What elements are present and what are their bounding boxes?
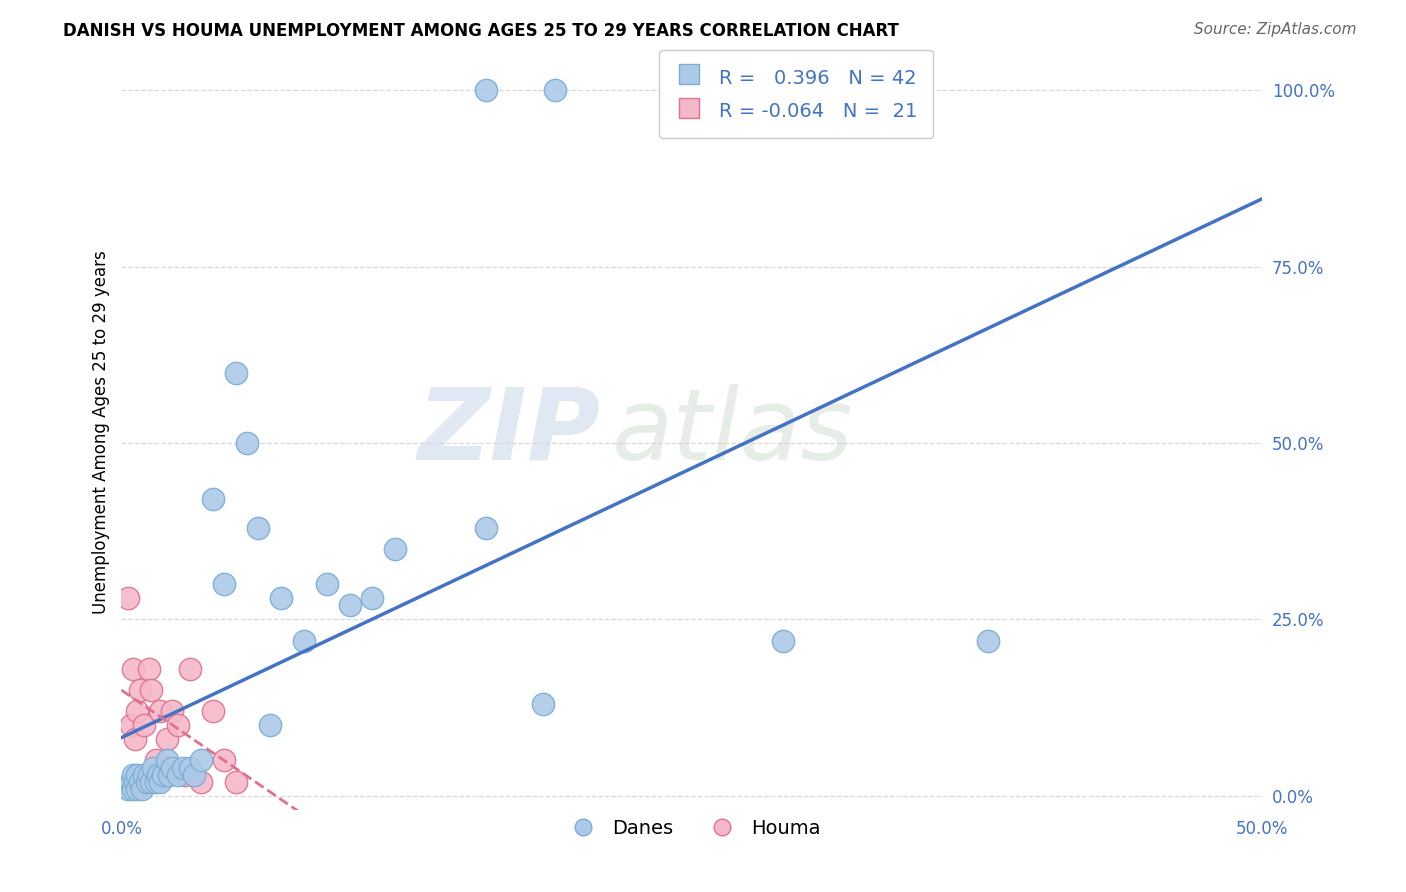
Point — [146, 767, 169, 781]
Point — [475, 83, 498, 97]
Point — [247, 521, 270, 535]
Point — [139, 682, 162, 697]
Point — [145, 754, 167, 768]
Point — [142, 760, 165, 774]
Point — [384, 541, 406, 556]
Text: ZIP: ZIP — [418, 384, 600, 481]
Legend: Danes, Houma: Danes, Houma — [555, 811, 828, 846]
Point — [156, 732, 179, 747]
Point — [121, 662, 143, 676]
Point — [128, 774, 150, 789]
Point — [120, 718, 142, 732]
Point — [127, 767, 149, 781]
Point — [128, 682, 150, 697]
Point — [236, 436, 259, 450]
Point — [167, 767, 190, 781]
Point — [117, 781, 139, 796]
Point — [156, 754, 179, 768]
Point — [190, 754, 212, 768]
Point — [152, 767, 174, 781]
Point — [533, 697, 555, 711]
Point — [149, 704, 172, 718]
Point — [270, 591, 292, 606]
Point — [127, 781, 149, 796]
Point — [315, 577, 337, 591]
Point — [292, 633, 315, 648]
Point — [157, 767, 180, 781]
Point — [475, 521, 498, 535]
Point — [117, 591, 139, 606]
Point — [167, 718, 190, 732]
Point — [134, 767, 156, 781]
Point — [339, 599, 361, 613]
Text: DANISH VS HOUMA UNEMPLOYMENT AMONG AGES 25 TO 29 YEARS CORRELATION CHART: DANISH VS HOUMA UNEMPLOYMENT AMONG AGES … — [63, 22, 900, 40]
Point — [224, 774, 246, 789]
Point — [160, 704, 183, 718]
Point — [179, 662, 201, 676]
Point — [124, 774, 146, 789]
Point — [124, 732, 146, 747]
Point — [361, 591, 384, 606]
Point — [120, 774, 142, 789]
Point — [139, 774, 162, 789]
Point — [131, 781, 153, 796]
Point — [138, 767, 160, 781]
Point — [134, 718, 156, 732]
Point — [977, 633, 1000, 648]
Point — [174, 767, 197, 781]
Point — [183, 767, 205, 781]
Point — [135, 774, 157, 789]
Point — [201, 704, 224, 718]
Point — [131, 774, 153, 789]
Point — [145, 774, 167, 789]
Point — [160, 760, 183, 774]
Point — [772, 633, 794, 648]
Point — [127, 704, 149, 718]
Point — [138, 662, 160, 676]
Point — [149, 774, 172, 789]
Text: atlas: atlas — [612, 384, 853, 481]
Point — [201, 492, 224, 507]
Point — [212, 754, 235, 768]
Point — [190, 774, 212, 789]
Text: Source: ZipAtlas.com: Source: ZipAtlas.com — [1194, 22, 1357, 37]
Point — [121, 781, 143, 796]
Point — [544, 83, 567, 97]
Point — [212, 577, 235, 591]
Y-axis label: Unemployment Among Ages 25 to 29 years: Unemployment Among Ages 25 to 29 years — [93, 251, 110, 615]
Point — [172, 760, 194, 774]
Point — [224, 366, 246, 380]
Point — [121, 767, 143, 781]
Point — [179, 760, 201, 774]
Point — [259, 718, 281, 732]
